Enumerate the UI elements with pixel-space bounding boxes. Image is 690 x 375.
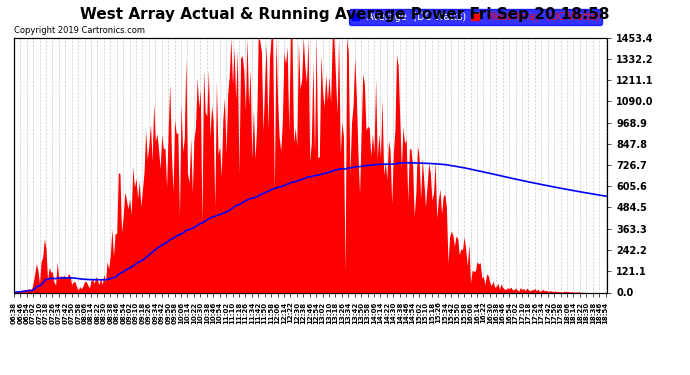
Text: Copyright 2019 Cartronics.com: Copyright 2019 Cartronics.com [14,26,145,35]
Text: West Array Actual & Running Average Power Fri Sep 20 18:58: West Array Actual & Running Average Powe… [80,8,610,22]
Legend: Average  (DC Watts), West Array  (DC Watts): Average (DC Watts), West Array (DC Watts… [348,9,602,25]
